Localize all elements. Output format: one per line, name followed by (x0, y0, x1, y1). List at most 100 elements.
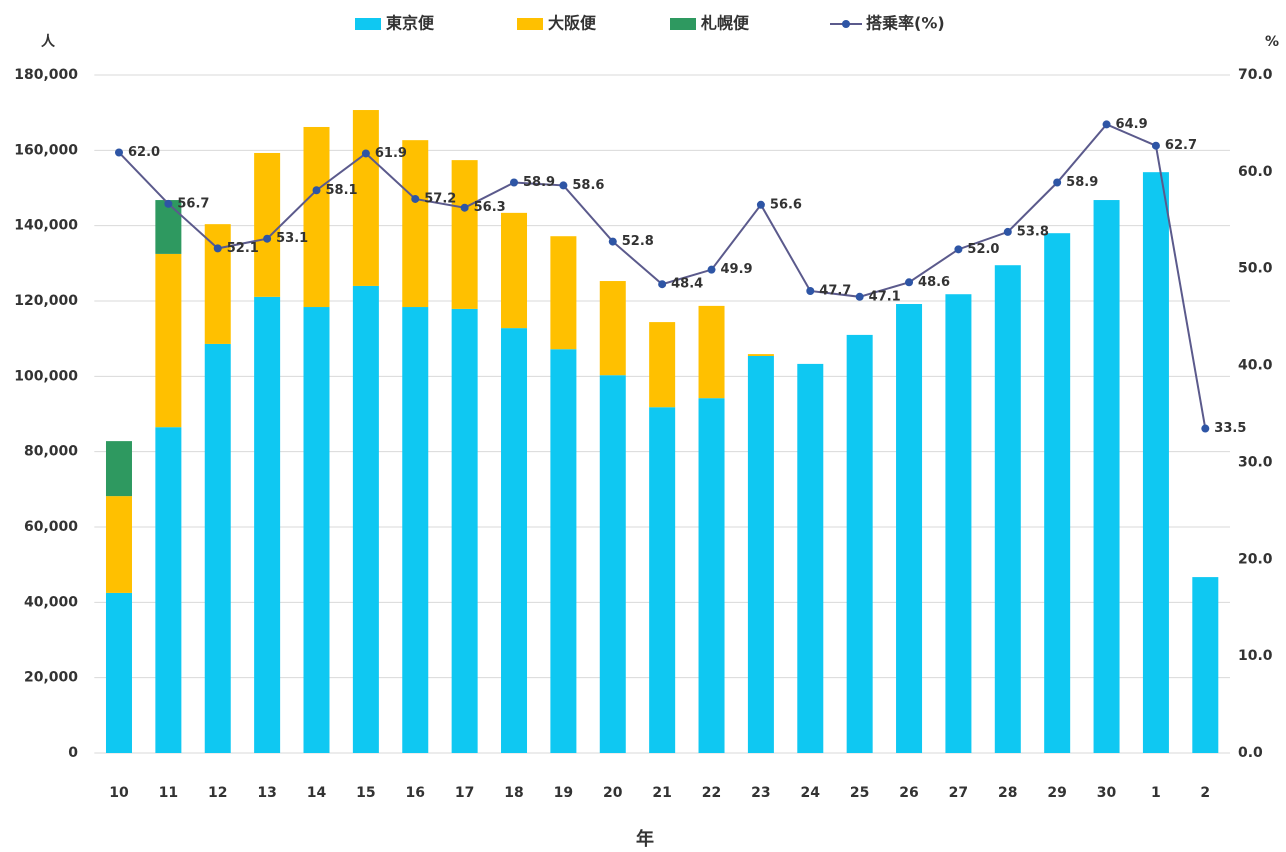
marker (361, 149, 370, 158)
marker (1003, 227, 1012, 236)
data-label: 53.8 (1017, 224, 1049, 239)
legend-swatch (355, 18, 381, 30)
bar (846, 334, 873, 753)
marker (806, 286, 815, 295)
bar (105, 592, 132, 753)
y-tick-label: 80,000 (24, 444, 78, 460)
x-tick-label: 16 (406, 785, 425, 801)
x-tick-label: 23 (751, 785, 770, 801)
x-tick-label: 13 (257, 785, 276, 801)
bar (698, 398, 725, 753)
data-label: 58.6 (572, 178, 604, 193)
bar (1142, 172, 1169, 753)
data-label: 56.6 (770, 197, 802, 212)
y-tick-label: 60,000 (24, 519, 78, 535)
bar (1192, 577, 1219, 753)
legend-label: 札幌便 (700, 14, 750, 33)
bar (105, 441, 132, 497)
bar (303, 307, 330, 753)
bar (402, 140, 429, 308)
bar (698, 305, 725, 399)
bar (501, 212, 528, 329)
bar (1044, 233, 1071, 753)
marker (312, 186, 321, 195)
data-label: 58.9 (1066, 175, 1098, 190)
bar (649, 407, 676, 753)
x-tick-label: 1 (1151, 785, 1161, 801)
marker (1151, 141, 1160, 150)
y-tick-label: 120,000 (14, 293, 78, 309)
x-tick-label: 21 (652, 785, 671, 801)
bar (352, 110, 379, 286)
bar (105, 496, 132, 593)
marker (707, 265, 716, 274)
marker (411, 194, 420, 203)
bar (501, 328, 528, 753)
data-label: 62.7 (1165, 138, 1197, 153)
data-label: 48.6 (918, 275, 950, 290)
data-label: 48.4 (671, 277, 703, 292)
data-label: 49.9 (721, 262, 753, 277)
legend-marker (842, 20, 850, 28)
x-tick-label: 30 (1097, 785, 1117, 801)
data-label: 33.5 (1214, 421, 1246, 436)
marker (460, 203, 469, 212)
marker (1053, 178, 1062, 187)
y-tick-label: 20,000 (24, 670, 78, 686)
x-tick-label: 25 (850, 785, 869, 801)
data-label: 62.0 (128, 145, 160, 160)
legend-label: 搭乗率(%) (866, 14, 945, 33)
bar (945, 294, 972, 753)
y-tick-label: 140,000 (14, 218, 78, 234)
x-tick-label: 15 (356, 785, 375, 801)
marker (263, 234, 272, 243)
x-tick-label: 11 (159, 785, 178, 801)
legend-label: 大阪便 (548, 14, 597, 33)
bar (451, 160, 478, 309)
bar (204, 343, 231, 753)
y2-tick-label: 20.0 (1238, 551, 1273, 567)
bar (599, 375, 626, 753)
x-tick-label: 24 (801, 785, 821, 801)
marker (510, 178, 519, 187)
data-label: 64.9 (1116, 117, 1148, 132)
bar (649, 322, 676, 408)
data-label: 52.0 (967, 242, 999, 257)
bar (402, 307, 429, 753)
marker (855, 292, 864, 301)
bar (599, 281, 626, 376)
x-tick-label: 10 (109, 785, 129, 801)
marker (658, 280, 667, 289)
marker (164, 199, 173, 208)
y-tick-label: 0 (68, 745, 78, 761)
marker (1201, 424, 1210, 433)
bar (550, 236, 577, 350)
legend-swatch (517, 18, 543, 30)
y2-tick-label: 50.0 (1238, 261, 1273, 277)
legend-swatch (670, 18, 696, 30)
bar (155, 427, 182, 753)
y2-axis-label: % (1265, 34, 1279, 50)
marker (756, 200, 765, 209)
y2-tick-label: 40.0 (1238, 358, 1273, 374)
marker (954, 245, 963, 254)
bar (352, 285, 379, 753)
data-label: 57.2 (424, 191, 456, 206)
y-tick-label: 180,000 (14, 67, 78, 83)
data-label: 47.1 (869, 289, 901, 304)
y-tick-label: 40,000 (24, 594, 78, 610)
data-label: 58.9 (523, 175, 555, 190)
bar (155, 200, 182, 254)
x-tick-label: 28 (998, 785, 1017, 801)
x-tick-label: 22 (702, 785, 721, 801)
x-tick-label: 18 (504, 785, 523, 801)
x-tick-label: 14 (307, 785, 327, 801)
y2-tick-label: 10.0 (1238, 648, 1273, 664)
bar (451, 308, 478, 753)
data-label: 56.3 (474, 200, 506, 215)
x-tick-label: 26 (899, 785, 918, 801)
marker (559, 181, 568, 190)
bar (1093, 200, 1120, 753)
y-axis-label: 人 (41, 33, 56, 50)
